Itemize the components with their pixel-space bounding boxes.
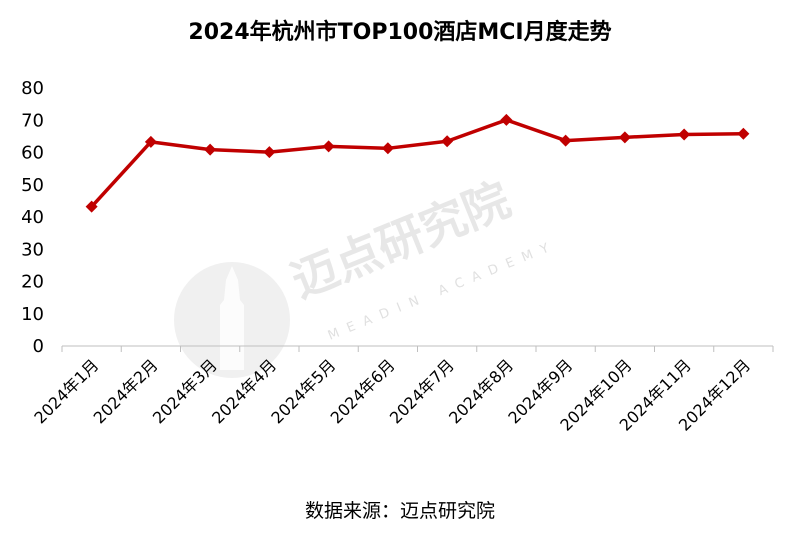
y-tick-label: 60 <box>21 143 44 164</box>
data-point-marker <box>737 127 750 140</box>
data-point-marker <box>500 113 513 126</box>
data-point-marker <box>618 131 631 144</box>
y-tick-label: 0 <box>33 336 44 357</box>
y-tick-label: 50 <box>21 175 44 196</box>
y-tick-label: 20 <box>21 272 44 293</box>
chart-title: 2024年杭州市TOP100酒店MCI月度走势 <box>188 20 612 45</box>
data-point-marker <box>263 146 276 159</box>
y-tick-label: 70 <box>21 110 44 131</box>
data-point-marker <box>144 135 157 148</box>
watermark-text: 迈点研究院 <box>284 172 517 308</box>
data-point-marker <box>441 135 454 148</box>
y-tick-label: 80 <box>21 78 44 99</box>
y-tick-label: 40 <box>21 207 44 228</box>
watermark: 迈点研究院 MEADIN ACADEMY <box>174 172 560 378</box>
data-point-marker <box>559 134 572 147</box>
series-group <box>85 113 750 213</box>
series-line <box>90 118 744 208</box>
source-note: 数据来源：迈点研究院 <box>304 500 495 522</box>
data-point-marker <box>85 200 98 213</box>
watermark-tower-icon <box>220 266 244 370</box>
y-axis-ticks: 0 10 20 30 40 50 60 70 80 <box>21 78 44 357</box>
data-point-marker <box>204 143 217 156</box>
data-point-marker <box>322 140 335 153</box>
y-tick-label: 10 <box>21 304 44 325</box>
data-point-marker <box>381 142 394 155</box>
data-point-marker <box>678 128 691 141</box>
x-axis-labels: 2024年1月2024年2月2024年3月2024年4月2024年5月2024年… <box>30 355 754 434</box>
x-axis-tickmarks <box>61 346 774 352</box>
y-tick-label: 30 <box>21 239 44 260</box>
